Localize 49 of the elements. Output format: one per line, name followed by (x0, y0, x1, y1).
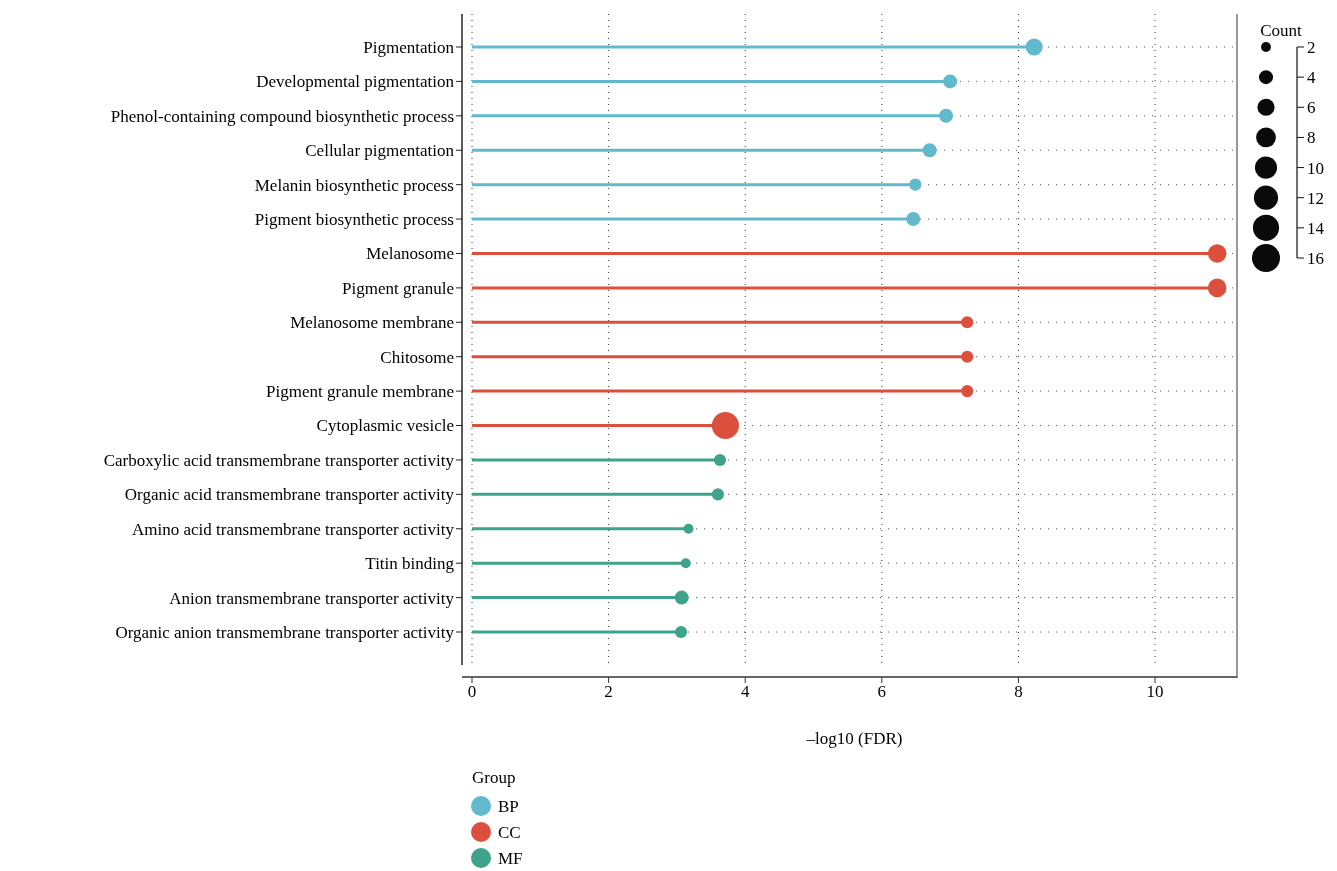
y-tick-label: Melanosome (366, 244, 454, 264)
legend-label: 6 (1307, 98, 1316, 118)
y-tick-label: Phenol-containing compound biosynthetic process (110, 106, 454, 126)
y-tick-label: Cytoplasmic vesicle (316, 416, 454, 436)
x-tick-label: 4 (740, 682, 750, 701)
y-tick-label: Pigment granule membrane (266, 382, 454, 402)
y-tick-label: Pigmentation (363, 37, 455, 57)
y-tick-label: Melanin biosynthetic process (254, 175, 454, 195)
point (922, 143, 937, 158)
legend-label: MF (498, 848, 523, 868)
legend-label: 12 (1307, 188, 1324, 208)
y-tick-label: Pigment biosynthetic process (254, 210, 454, 230)
legend-label: 10 (1307, 158, 1324, 178)
x-tick-label: 2 (604, 682, 613, 701)
x-tick-label: 0 (467, 682, 477, 701)
point (906, 212, 921, 227)
point (909, 178, 922, 191)
y-tick-label: Chitosome (380, 347, 454, 367)
point (939, 108, 954, 123)
x-axis-title: –log10 (FDR) (805, 729, 903, 748)
point (674, 625, 688, 639)
y-tick-label: Melanosome membrane (290, 313, 454, 333)
y-tick-label: Developmental pigmentation (256, 72, 455, 92)
legend-label: 2 (1307, 37, 1316, 57)
x-tick-label: 10 (1146, 682, 1164, 701)
legend-label: 4 (1307, 68, 1316, 88)
legend-label: BP (498, 796, 519, 816)
y-tick-label: Anion transmembrane transporter activity (169, 588, 455, 608)
y-tick-label: Pigment granule (342, 278, 454, 298)
y-tick-label: Carboxylic acid transmembrane transporter activity (103, 450, 455, 470)
legend-label: 16 (1307, 248, 1324, 268)
y-tick-label: Organic acid transmembrane transporter activity (124, 485, 455, 505)
text: Count (1260, 21, 1303, 40)
y-tick-label: Organic anion transmembrane transporter activity (115, 622, 455, 642)
point (713, 453, 726, 466)
y-tick-label: Titin binding (365, 554, 455, 574)
legend-label: CC (498, 822, 521, 842)
legend-title: Group (472, 768, 516, 787)
x-tick-label: 6 (877, 682, 887, 701)
y-tick-label: Amino acid transmembrane transporter activity (132, 519, 455, 539)
point (711, 488, 724, 501)
x-tick-label: 8 (1014, 682, 1023, 701)
point (674, 590, 689, 605)
legend-label: 14 (1307, 218, 1325, 238)
point (680, 558, 691, 569)
legend-label: 8 (1307, 128, 1316, 148)
point (943, 74, 958, 89)
y-tick-label: Cellular pigmentation (305, 141, 455, 161)
point (683, 523, 694, 534)
